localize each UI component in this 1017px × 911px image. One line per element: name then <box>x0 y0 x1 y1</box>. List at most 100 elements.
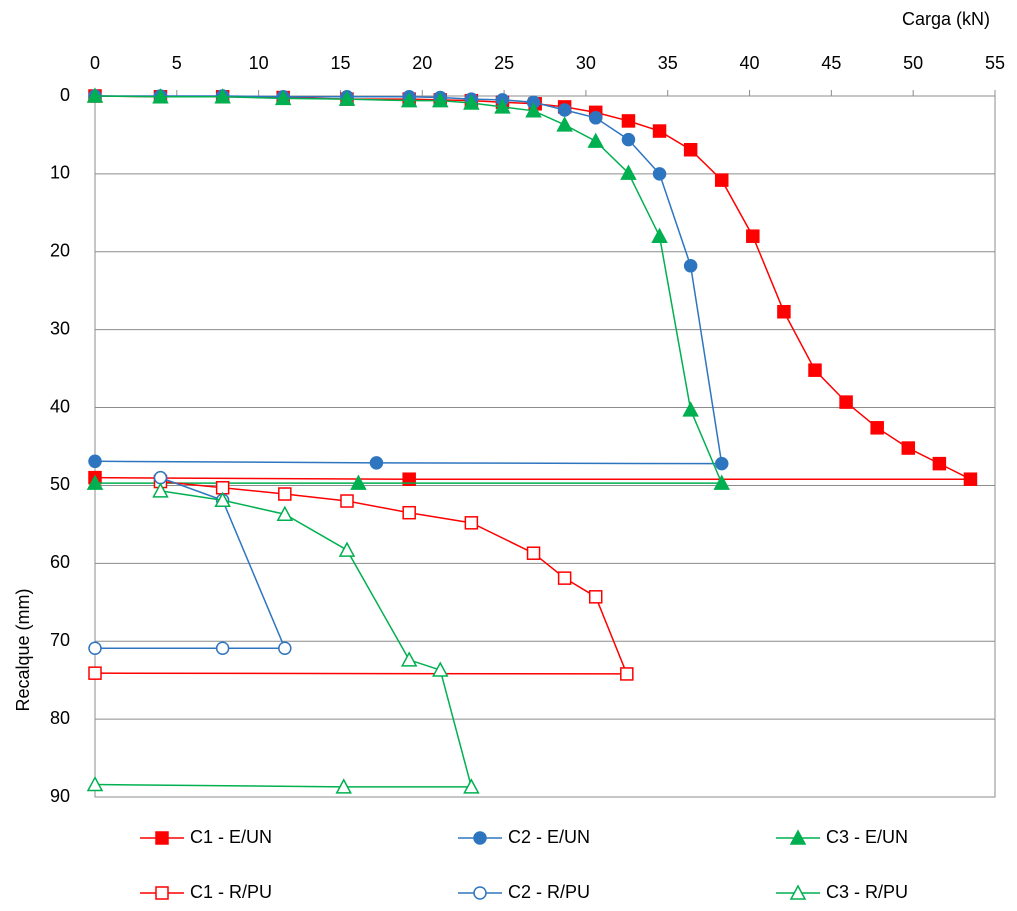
marker <box>278 641 292 655</box>
y-tick-label: 80 <box>50 708 70 728</box>
y-tick-label: 70 <box>50 630 70 650</box>
marker <box>215 641 230 655</box>
marker <box>88 454 102 469</box>
marker <box>588 590 603 604</box>
legend-label: C2 - R/PU <box>508 882 590 902</box>
legend-label: C1 - E/UN <box>190 827 272 847</box>
x-tick-label: 50 <box>903 53 923 73</box>
legend-item: C3 - R/PU <box>776 882 908 902</box>
y-axis-title: Recalque (mm) <box>13 588 33 711</box>
marker <box>340 494 354 508</box>
marker <box>473 831 487 845</box>
marker <box>153 470 168 485</box>
marker <box>402 505 416 520</box>
marker <box>274 89 292 106</box>
marker <box>494 98 511 114</box>
marker <box>86 87 104 103</box>
marker <box>214 491 231 507</box>
marker <box>152 482 169 498</box>
marker <box>86 775 104 792</box>
y-tick-label: 50 <box>50 474 70 494</box>
marker <box>463 94 480 110</box>
marker <box>526 546 541 560</box>
marker <box>870 421 884 435</box>
marker <box>713 474 730 490</box>
legend-item: C2 - R/PU <box>458 882 590 902</box>
marker <box>620 164 637 180</box>
plot-frame <box>94 95 996 798</box>
legend-item: C2 - E/UN <box>458 827 590 847</box>
marker <box>789 829 807 845</box>
marker <box>432 661 449 677</box>
marker <box>789 884 807 900</box>
marker <box>400 92 418 108</box>
marker <box>556 116 573 132</box>
marker <box>588 111 603 125</box>
x-tick-label: 15 <box>330 53 350 73</box>
x-tick-label: 5 <box>172 53 182 73</box>
marker <box>557 571 572 585</box>
x-tick-label: 0 <box>90 53 100 73</box>
x-axis-title: Carga (kN) <box>902 9 990 29</box>
marker <box>88 666 102 680</box>
y-tick-label: 40 <box>50 396 70 416</box>
marker <box>88 641 102 655</box>
legend-label: C1 - R/PU <box>190 882 272 902</box>
marker <box>86 474 104 490</box>
y-tick-label: 90 <box>50 786 70 806</box>
marker <box>402 472 416 486</box>
y-tick-label: 20 <box>50 241 70 261</box>
marker <box>350 474 367 490</box>
legend-item: C3 - E/UN <box>776 827 908 847</box>
x-tick-label: 30 <box>576 53 596 73</box>
marker <box>473 886 487 900</box>
marker <box>652 167 667 181</box>
marker <box>214 88 231 104</box>
marker <box>464 516 479 530</box>
y-tick-label: 60 <box>50 552 70 572</box>
marker <box>335 778 352 794</box>
marker <box>683 259 698 273</box>
marker <box>525 102 542 118</box>
marker <box>652 124 667 138</box>
legend-label: C2 - E/UN <box>508 827 590 847</box>
legend-item: C1 - E/UN <box>140 827 272 847</box>
x-tick-label: 25 <box>494 53 514 73</box>
marker <box>400 651 418 667</box>
series-line <box>94 490 473 788</box>
marker <box>432 92 449 108</box>
marker <box>651 227 668 243</box>
marker <box>587 132 604 148</box>
marker <box>463 778 480 794</box>
marker <box>682 401 699 417</box>
series-line <box>94 95 723 484</box>
marker <box>901 441 916 455</box>
legend-item: C1 - R/PU <box>140 882 272 902</box>
y-tick-label: 0 <box>60 85 70 105</box>
y-tick-label: 30 <box>50 318 70 338</box>
marker <box>155 831 169 845</box>
marker <box>963 472 978 486</box>
marker <box>839 395 853 409</box>
marker <box>714 456 729 471</box>
marker <box>621 114 636 128</box>
marker <box>683 142 698 157</box>
marker <box>338 90 356 106</box>
marker <box>746 229 760 243</box>
x-tick-label: 45 <box>821 53 841 73</box>
marker <box>155 886 169 900</box>
marker <box>714 173 729 187</box>
marker <box>278 487 292 501</box>
x-tick-label: 10 <box>249 53 269 73</box>
series-line <box>94 95 723 465</box>
marker <box>777 305 791 319</box>
x-tick-label: 55 <box>985 53 1005 73</box>
marker <box>276 505 294 522</box>
marker <box>932 456 947 471</box>
marker <box>338 541 356 557</box>
marker <box>152 88 169 104</box>
x-tick-label: 20 <box>412 53 432 73</box>
x-tick-label: 35 <box>658 53 678 73</box>
series-line <box>94 480 628 675</box>
